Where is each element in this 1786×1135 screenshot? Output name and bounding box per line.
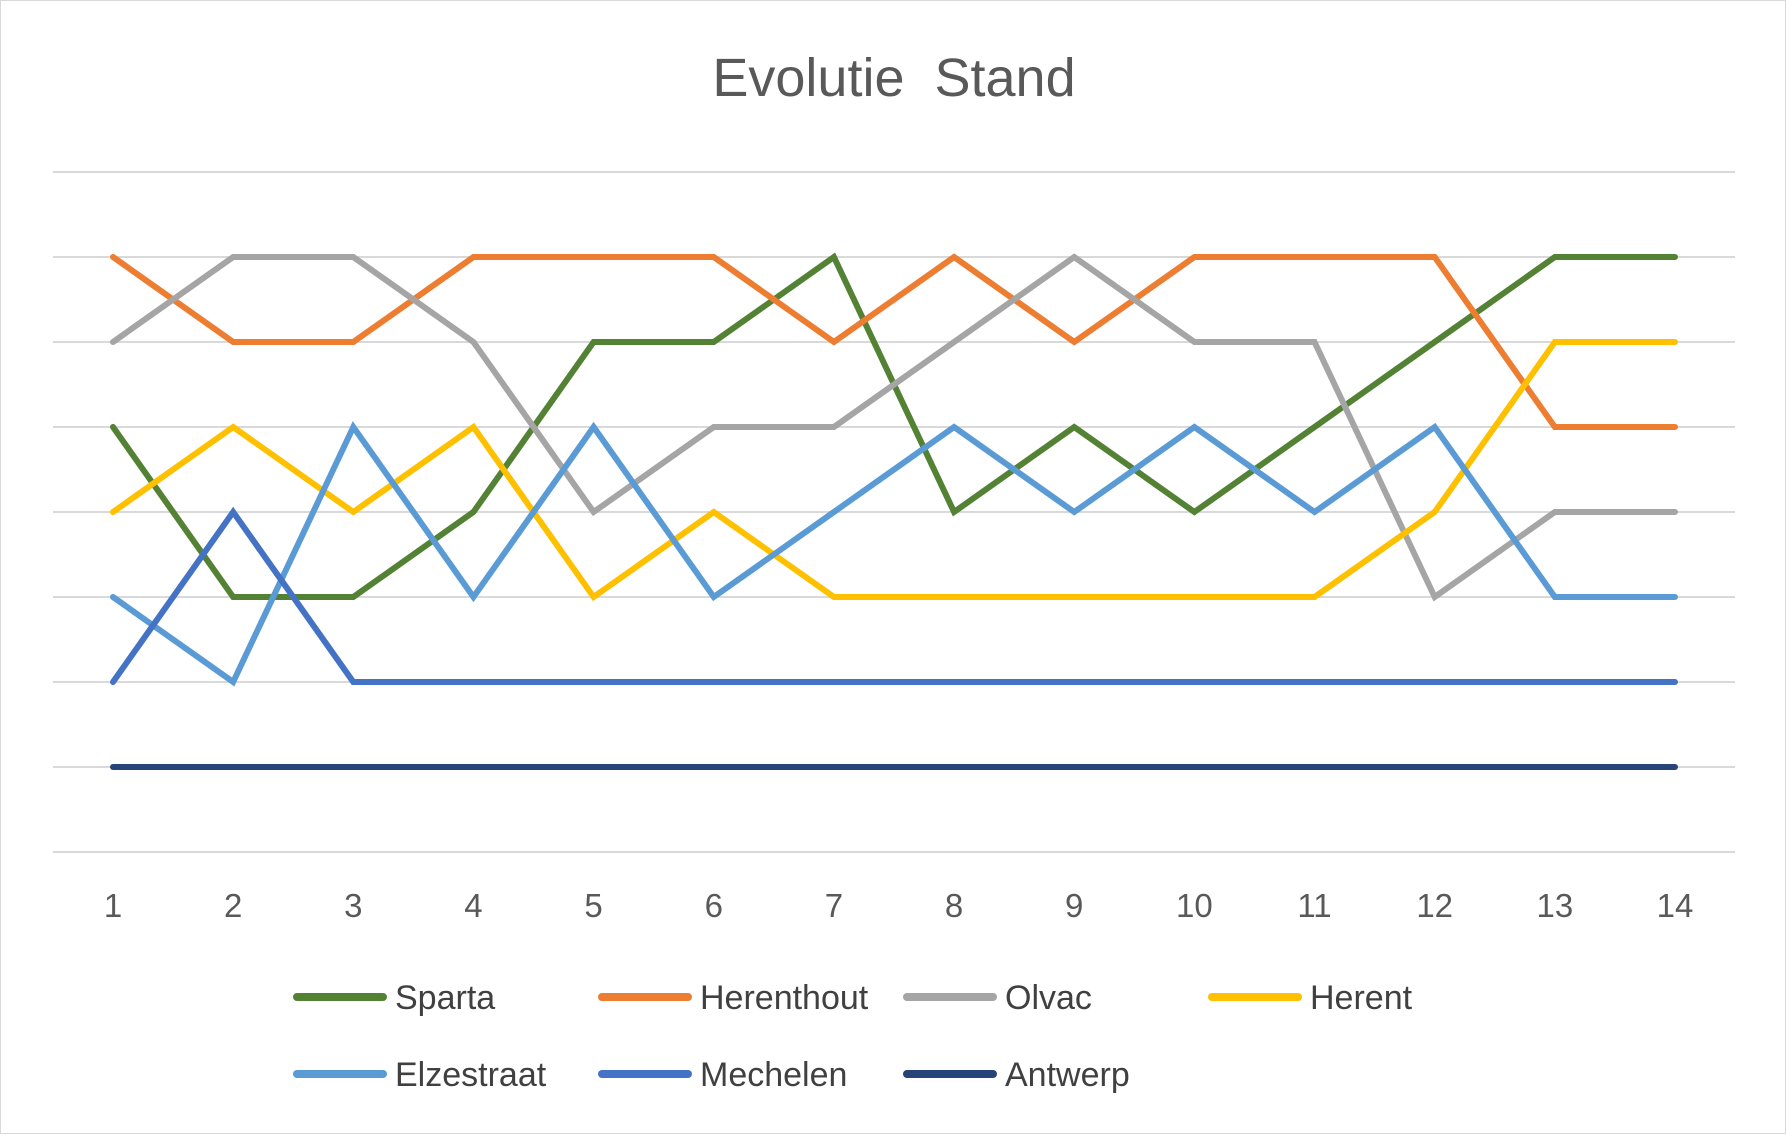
legend-item-antwerp: Antwerp [903,1056,1130,1094]
x-tick-label: 8 [945,887,963,924]
x-tick-label: 3 [344,887,362,924]
legend-item-herent: Herent [1208,979,1413,1017]
series-lines [110,252,1678,770]
legend-label: Herenthout [700,979,869,1017]
gridlines [53,171,1735,853]
legend-item-olvac: Olvac [903,979,1092,1017]
x-tick-label: 11 [1297,887,1331,924]
x-tick-label: 9 [1065,887,1083,924]
legend: Sparta Herenthout Olvac Herent Elzestraat Mec… [293,979,1413,1094]
legend-label: Sparta [395,979,495,1017]
legend-label: Herent [1310,979,1413,1017]
legend-label: Elzestraat [395,1056,547,1094]
x-tick-label: 14 [1657,887,1694,924]
x-axis-ticks: 1 2 3 4 5 6 7 8 9 10 11 12 13 14 [104,887,1694,924]
series-line-elzestraat [110,421,1678,687]
legend-item-sparta: Sparta [293,979,495,1017]
x-tick-label: 12 [1416,887,1453,924]
series-line-herent [110,339,1678,602]
x-tick-label: 13 [1536,887,1573,924]
legend-item-mechelen: Mechelen [598,1056,847,1094]
x-tick-label: 5 [584,887,602,924]
series-line-olvac [110,253,1678,602]
series-line-mechelen [110,506,1678,685]
x-tick-label: 10 [1176,887,1213,924]
legend-label: Mechelen [700,1056,847,1094]
legend-item-elzestraat: Elzestraat [293,1056,547,1094]
legend-label: Antwerp [1005,1056,1130,1094]
series-line-herenthout [110,253,1678,430]
chart-title: Evolutie Stand [712,48,1075,108]
x-tick-label: 6 [705,887,723,924]
x-tick-label: 2 [224,887,242,924]
x-tick-label: 1 [104,887,122,924]
legend-item-herenthout: Herenthout [598,979,869,1017]
x-tick-label: 4 [464,887,482,924]
legend-label: Olvac [1005,979,1092,1017]
x-tick-label: 7 [825,887,843,924]
